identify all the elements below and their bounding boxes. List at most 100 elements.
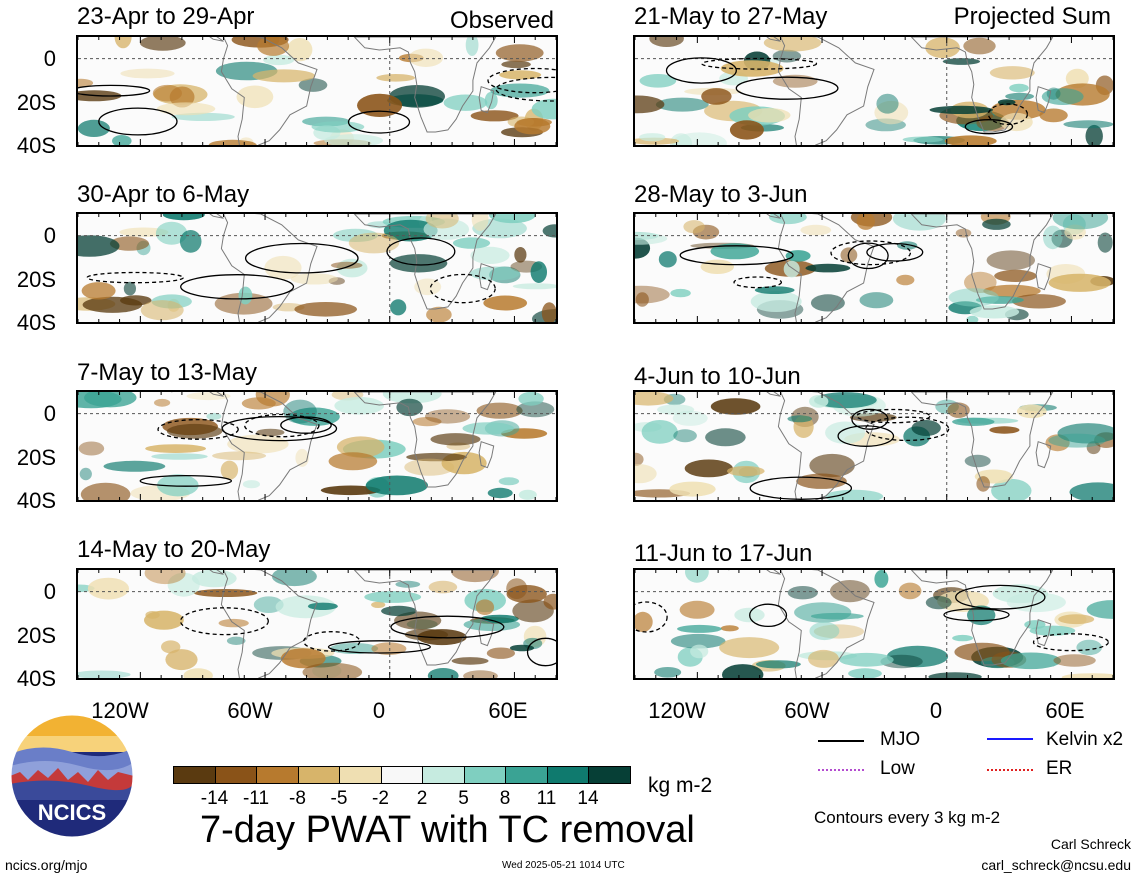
anomaly-region bbox=[512, 283, 556, 290]
lat-label: 0 bbox=[43, 579, 56, 604]
mjo-contour bbox=[665, 57, 737, 84]
anomaly-region bbox=[506, 585, 547, 603]
anomaly-region bbox=[364, 591, 422, 603]
anomaly-region bbox=[783, 260, 800, 278]
anomaly-region bbox=[1000, 112, 1033, 132]
anomaly-region bbox=[487, 487, 513, 499]
anomaly-region bbox=[365, 475, 428, 496]
anomaly-region bbox=[87, 577, 129, 600]
anomaly-region bbox=[1057, 423, 1113, 444]
mjo-contour bbox=[733, 276, 783, 289]
anomaly-region bbox=[684, 459, 733, 478]
colorbar-swatch bbox=[173, 766, 216, 784]
legend-line-er bbox=[987, 769, 1033, 771]
anomaly-region bbox=[720, 625, 739, 632]
anomaly-region bbox=[635, 464, 657, 484]
anomaly-region bbox=[963, 37, 996, 55]
map-panel bbox=[633, 35, 1115, 147]
footer-author: Carl Schreck bbox=[1050, 836, 1131, 852]
colorbar-swatch bbox=[256, 766, 299, 784]
anomaly-region bbox=[541, 302, 556, 322]
anomaly-region bbox=[902, 136, 943, 143]
panel-title: 28-May to 3-Jun bbox=[634, 181, 808, 208]
mjo-contour bbox=[280, 416, 332, 434]
coastline bbox=[728, 392, 781, 397]
anomaly-region bbox=[929, 105, 994, 114]
anomaly-region bbox=[140, 300, 184, 321]
anomaly-region bbox=[531, 98, 556, 120]
anomaly-region bbox=[530, 261, 547, 283]
coastline bbox=[478, 441, 495, 469]
anomaly-region bbox=[671, 132, 727, 145]
map-panel bbox=[76, 35, 558, 147]
anomaly-region bbox=[80, 482, 131, 500]
anomaly-region bbox=[800, 224, 832, 236]
anomaly-region bbox=[808, 649, 839, 668]
anomaly-region bbox=[649, 37, 684, 47]
lon-label: 60W bbox=[227, 698, 273, 723]
colorbar-swatch bbox=[463, 766, 506, 784]
coastline bbox=[353, 214, 497, 310]
anomaly-region bbox=[701, 88, 732, 105]
legend-label-kelvin: Kelvin x2 bbox=[1046, 729, 1124, 750]
anomaly-region bbox=[298, 78, 328, 92]
anomaly-region bbox=[425, 214, 459, 229]
mjo-contour bbox=[179, 607, 269, 636]
anomaly-region bbox=[876, 93, 899, 114]
footer-email: carl_schreck@ncsu.edu bbox=[981, 857, 1131, 873]
anomaly-region bbox=[428, 580, 458, 594]
anomaly-region bbox=[911, 420, 941, 436]
anomaly-region bbox=[700, 259, 734, 274]
anomaly-region bbox=[78, 235, 120, 257]
mjo-contour bbox=[847, 242, 889, 270]
mjo-contour bbox=[830, 240, 912, 266]
anomaly-region bbox=[683, 220, 705, 234]
map-panel bbox=[633, 390, 1115, 502]
anomaly-region bbox=[859, 292, 894, 309]
anomaly-region bbox=[983, 284, 1041, 298]
mjo-contour bbox=[495, 76, 556, 102]
panel-title: 21-May to 27-May bbox=[634, 3, 828, 30]
colorbar-label: -5 bbox=[330, 788, 348, 809]
map-panel bbox=[633, 568, 1115, 680]
anomaly-region bbox=[426, 306, 452, 322]
coastline bbox=[220, 392, 318, 500]
anomaly-region bbox=[514, 247, 527, 263]
coastline bbox=[353, 392, 497, 488]
coastline bbox=[728, 37, 781, 42]
anomaly-region bbox=[729, 120, 764, 140]
logo-text: NCICS bbox=[38, 800, 106, 825]
mjo-contour bbox=[735, 76, 839, 100]
anomaly-region bbox=[486, 647, 515, 659]
anomaly-region bbox=[705, 428, 746, 447]
lat-label: 0 bbox=[43, 223, 56, 248]
anomaly-region bbox=[417, 629, 467, 646]
anomaly-region bbox=[501, 428, 548, 439]
mjo-contour bbox=[78, 84, 151, 97]
mjo-contour bbox=[327, 640, 431, 654]
panel-title: 11-Jun to 17-Jun bbox=[634, 540, 813, 567]
map-panel bbox=[76, 390, 558, 502]
coastline bbox=[478, 619, 495, 647]
anomaly-region bbox=[242, 480, 260, 489]
anomaly-region bbox=[166, 423, 223, 439]
mjo-contour bbox=[955, 584, 1046, 610]
anomaly-region bbox=[145, 611, 160, 619]
anomaly-region bbox=[475, 599, 495, 615]
lon-label: 60W bbox=[784, 698, 830, 723]
lon-label: 120W bbox=[648, 698, 706, 723]
mjo-contour bbox=[390, 615, 505, 639]
anomaly-region bbox=[944, 135, 997, 145]
colorbar-swatch bbox=[546, 766, 589, 784]
anomaly-region bbox=[287, 38, 313, 62]
anomaly-region bbox=[1058, 614, 1095, 625]
anomaly-region bbox=[518, 392, 544, 406]
anomaly-region bbox=[641, 420, 678, 444]
anomaly-region bbox=[179, 230, 202, 253]
anomaly-region bbox=[710, 243, 760, 260]
anomaly-region bbox=[324, 134, 383, 145]
anomaly-region bbox=[489, 214, 536, 224]
anomaly-region bbox=[348, 232, 400, 254]
coastline bbox=[1035, 86, 1052, 114]
coastline bbox=[910, 214, 1054, 310]
